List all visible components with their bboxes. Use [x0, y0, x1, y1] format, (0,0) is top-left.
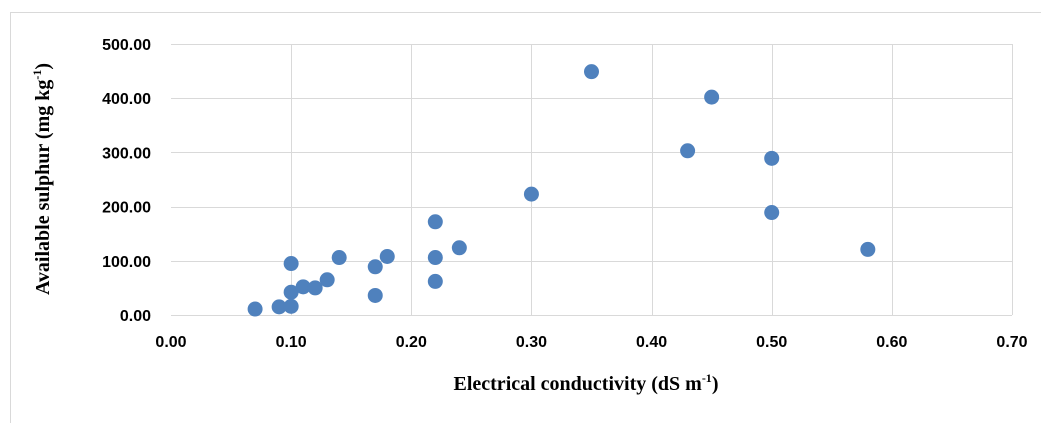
data-point: [367, 287, 383, 303]
y-axis-title-suffix: ): [32, 63, 54, 70]
data-point: [331, 250, 347, 266]
x-tick-label: 0.50: [756, 334, 787, 351]
data-point: [680, 143, 696, 159]
y-tick-label: 100.00: [102, 254, 151, 271]
data-point: [283, 256, 299, 272]
y-axis-title: Available sulphur (mg kg-1): [30, 63, 54, 295]
x-tick-label: 0.60: [876, 334, 907, 351]
data-point: [271, 299, 287, 315]
data-point: [427, 273, 443, 289]
data-point: [379, 248, 395, 264]
y-tick-label: 200.00: [102, 200, 151, 217]
data-point: [860, 241, 876, 257]
x-axis-title-suffix: ): [712, 373, 719, 395]
data-point: [247, 301, 263, 317]
x-tick-label: 0.20: [396, 334, 427, 351]
data-point: [427, 214, 443, 230]
data-point: [283, 284, 299, 300]
x-tick-label: 0.40: [636, 334, 667, 351]
data-point: [764, 150, 780, 166]
x-tick-label: 0.30: [516, 334, 547, 351]
tick-labels: 0.00 0.10 0.20 0.30 0.40 0.50 0.60 0.70 0.00 100.…: [102, 37, 1028, 351]
gridlines: [171, 44, 1013, 315]
data-point: [523, 186, 539, 202]
y-axis-title-text: Available sulphur (mg kg: [32, 80, 54, 295]
x-tick-label: 0.70: [996, 334, 1027, 351]
data-point: [307, 280, 323, 296]
y-tick-label: 0.00: [120, 308, 151, 325]
x-tick-label: 0.00: [155, 334, 186, 351]
data-point: [764, 205, 780, 221]
data-point: [367, 259, 383, 275]
data-point: [584, 64, 599, 80]
x-axis-title-superscript: -1: [702, 371, 712, 385]
x-axis-title-text: Electrical conductivity (dS m: [454, 373, 703, 395]
data-points: [247, 64, 876, 317]
y-axis-title-superscript: -1: [30, 70, 44, 80]
data-point: [319, 272, 335, 288]
x-axis-title: Electrical conductivity (dS m-1): [454, 371, 719, 395]
y-tick-label: 500.00: [102, 37, 151, 54]
data-point: [427, 250, 443, 266]
x-tick-label: 0.10: [276, 334, 307, 351]
data-point: [704, 89, 720, 105]
data-point: [295, 279, 311, 295]
data-point: [283, 298, 299, 314]
y-tick-label: 400.00: [102, 91, 151, 108]
y-tick-label: 300.00: [102, 145, 151, 162]
data-point: [451, 240, 467, 256]
